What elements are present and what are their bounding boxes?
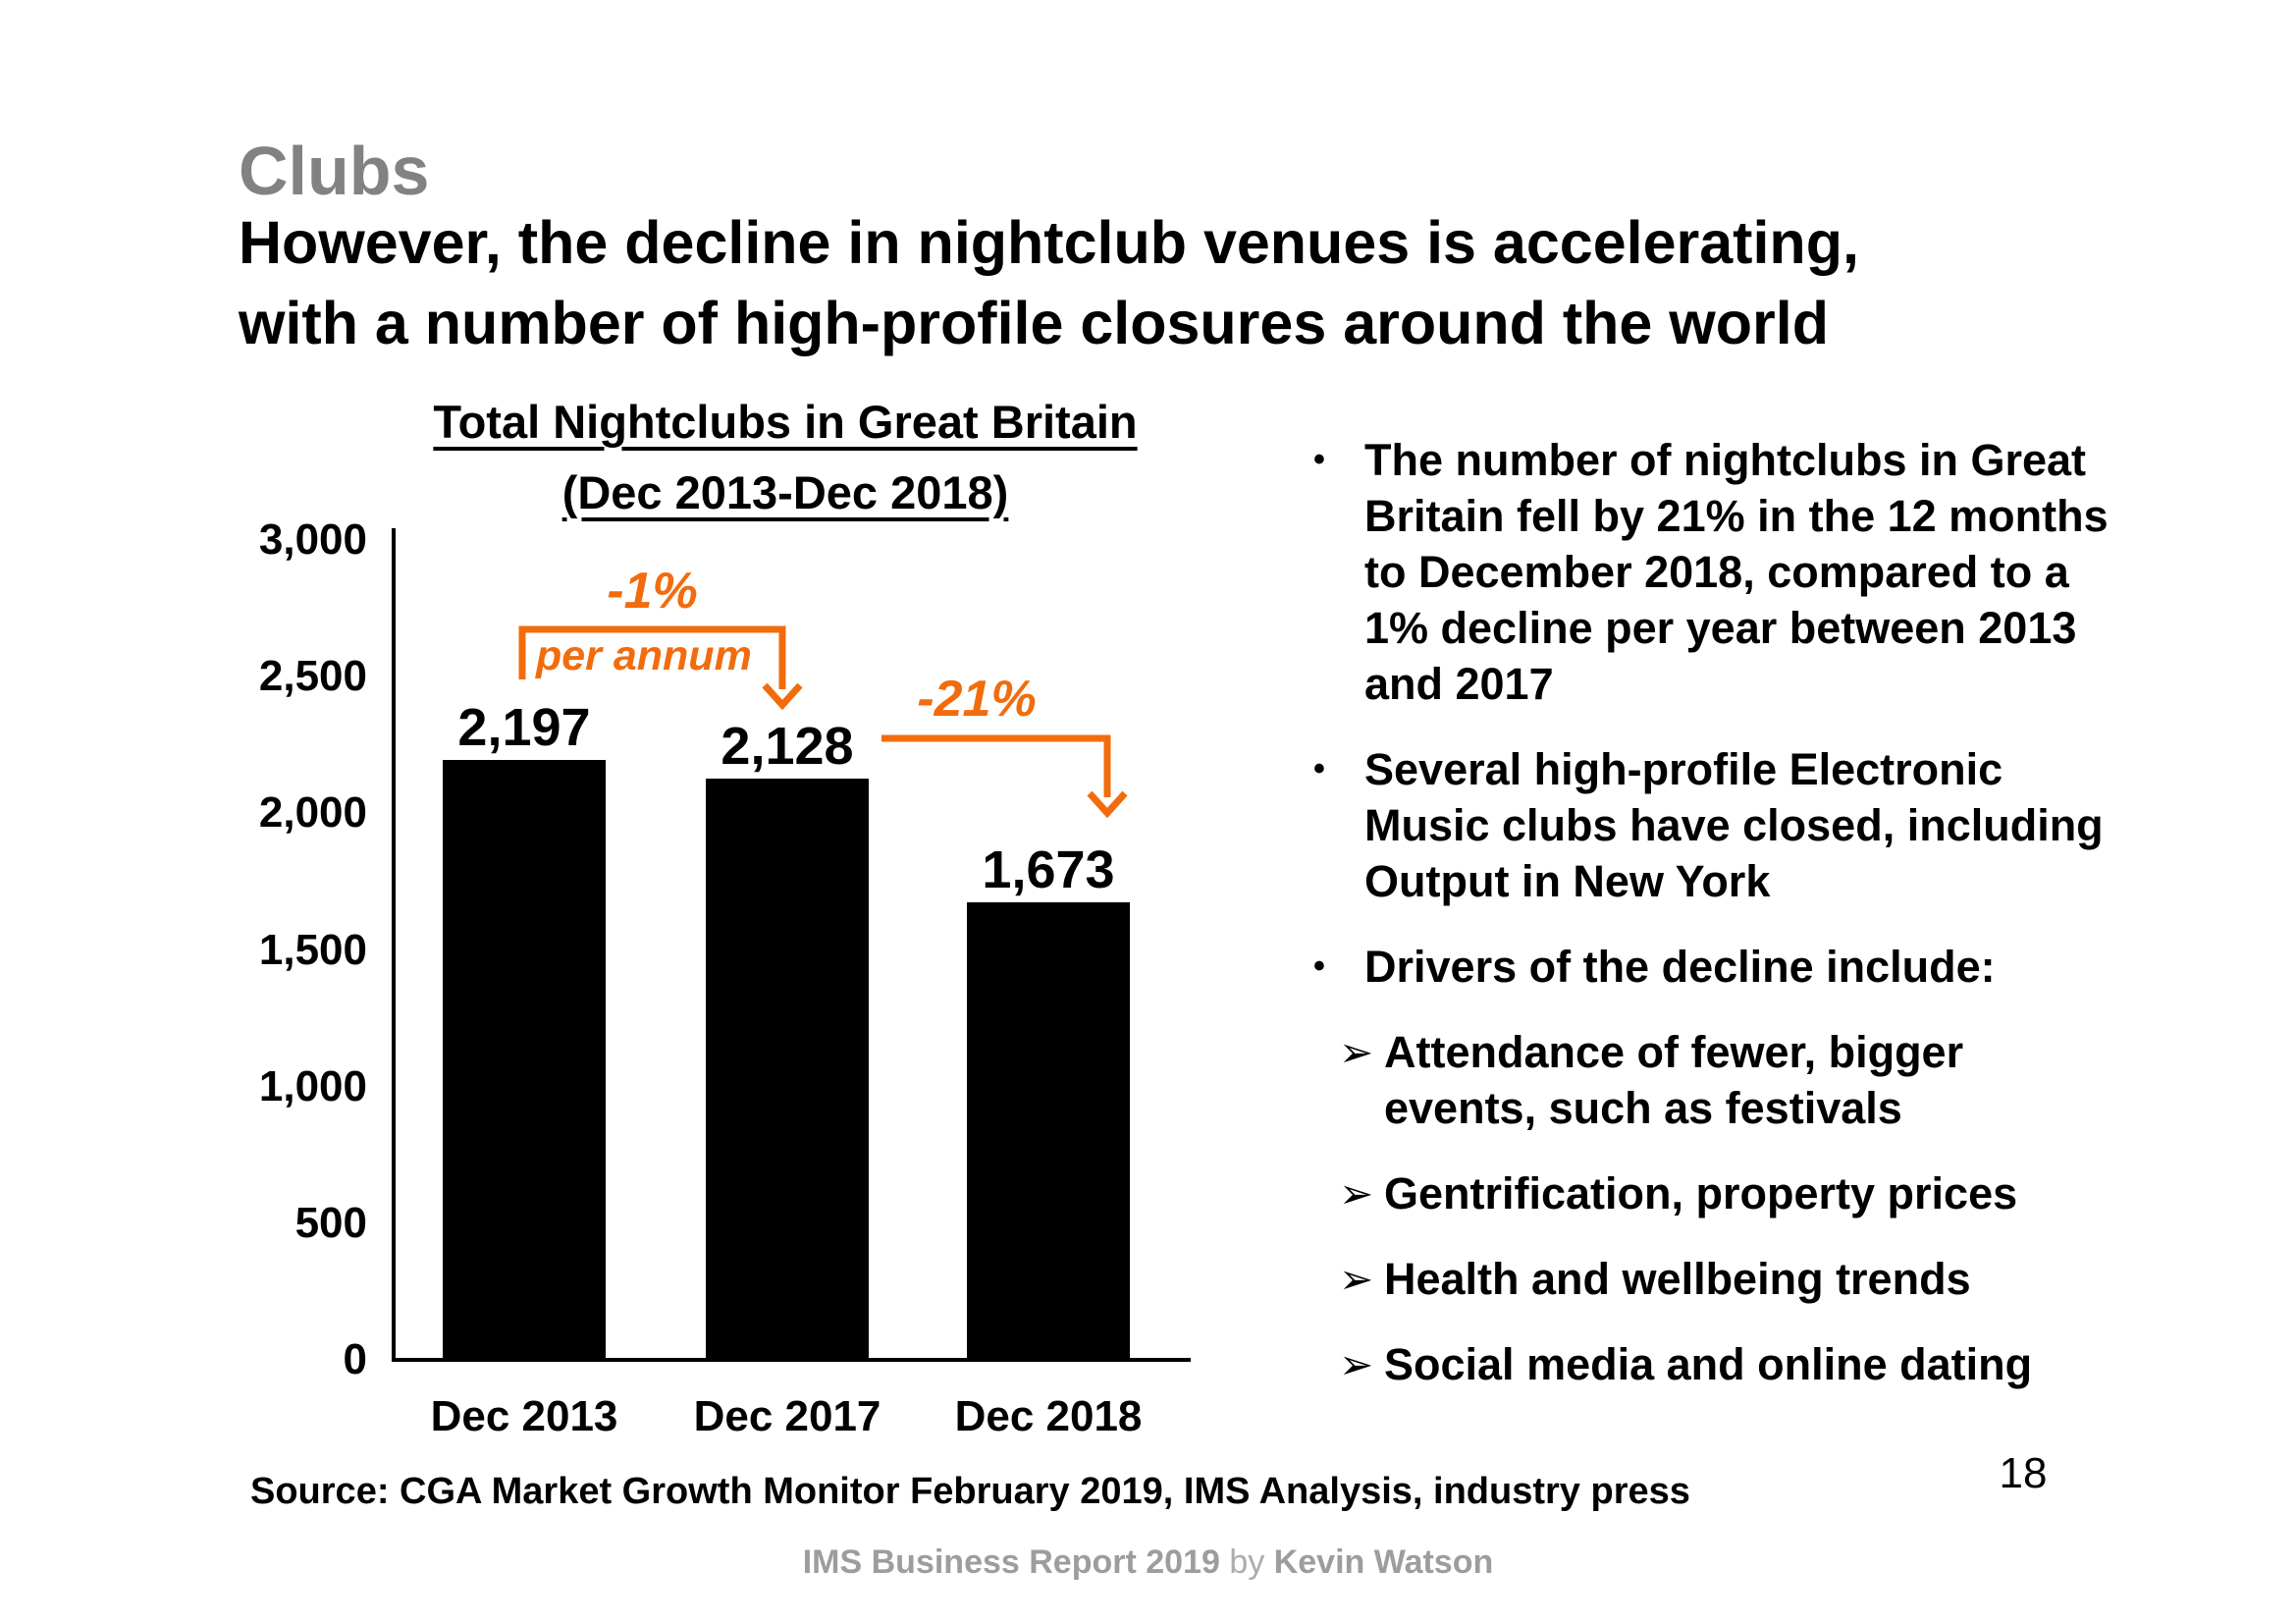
annotation-perannum-label: per annum [536,632,752,679]
bar-value-label: 2,197 [457,697,591,757]
bullet-text: Several high-profile Electronic Music cl… [1364,744,2104,906]
bullet-text: Gentrification, property prices [1384,1168,2018,1218]
y-tick-label: 3,000 [258,515,367,564]
y-axis-line [392,528,396,1362]
bullet-list: • The number of nightclubs in Great Brita… [1313,432,2110,1422]
y-tick-label: 500 [294,1198,367,1247]
bar-value-label: 1,673 [982,840,1115,900]
y-tick-label: 1,000 [258,1061,367,1110]
arrow-bullet-marker: ➢ [1339,1170,1374,1217]
x-tick-label: Dec 2017 [693,1392,881,1440]
bullet-marker: • [1313,441,1325,478]
bullet-item: • Several high-profile Electronic Music c… [1313,741,2110,909]
minus21-arrowhead [1087,790,1128,819]
bar-value-label: 2,128 [721,716,854,776]
bar [967,902,1130,1358]
y-tick-label: 2,000 [258,788,367,838]
bullet-marker: • [1313,750,1325,787]
minus1-arrowhead [762,682,803,711]
arrow-bullet-marker: ➢ [1339,1029,1374,1075]
bullet-text: Drivers of the decline include: [1364,942,1996,992]
y-tick-label: 2,500 [258,652,367,701]
sub-bullet-item: ➢ Gentrification, property prices [1339,1165,2110,1221]
bullet-text: Attendance of fewer, bigger events, such… [1384,1027,1964,1133]
x-tick-label: Dec 2013 [430,1392,618,1440]
bullet-marker: • [1313,947,1325,985]
bullet-item: • Drivers of the decline include: [1313,939,2110,995]
bullet-text: The number of nightclubs in Great Britai… [1364,435,2109,709]
bar [706,778,869,1358]
annotation-minus1-label: -1% [607,563,698,620]
sub-bullet-item: ➢ Social media and online dating [1339,1336,2110,1392]
page-title: However, the decline in nightclub venues… [239,202,1859,363]
kicker: Clubs [239,133,430,209]
footer-report-title: IMS Business Report 2019 [802,1543,1220,1581]
page-title-line2: with a number of high-profile closures a… [239,290,1829,356]
page-number: 18 [1999,1449,2048,1497]
chart-title-line2: (Dec 2013-Dec 2018) [561,466,1009,518]
arrow-bullet-marker: ➢ [1339,1256,1374,1302]
minus21-elbow-arrow [881,734,1111,797]
bar [443,759,606,1358]
footer-by: by [1219,1543,1274,1581]
source-note: Source: CGA Market Growth Monitor Februa… [250,1471,1690,1512]
bullet-text: Health and wellbeing trends [1384,1254,1971,1304]
page-title-line1: However, the decline in nightclub venues… [239,209,1859,276]
bullet-item: • The number of nightclubs in Great Brita… [1313,432,2110,712]
footer: IMS Business Report 2019 by Kevin Watson [0,1543,2296,1582]
chart-title-line1: Total Nightclubs in Great Britain [433,396,1138,448]
x-tick-label: Dec 2018 [954,1392,1143,1440]
footer-author: Kevin Watson [1273,1543,1494,1581]
bullet-text: Social media and online dating [1384,1339,2033,1389]
arrow-bullet-marker: ➢ [1339,1341,1374,1387]
sub-bullet-item: ➢ Attendance of fewer, bigger events, suc… [1339,1024,2110,1136]
y-tick-label: 0 [343,1335,367,1383]
x-axis-line [392,1358,1191,1362]
annotation-minus21-label: -21% [917,671,1037,728]
y-tick-label: 1,500 [258,925,367,974]
sub-bullet-item: ➢ Health and wellbeing trends [1339,1251,2110,1307]
